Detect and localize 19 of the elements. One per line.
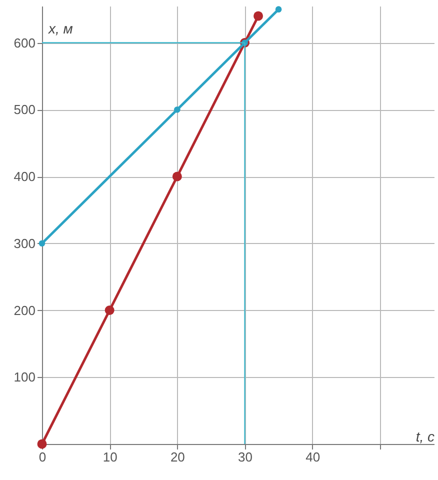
y-tick-label: 300 [14,236,36,251]
y-tick-label: 600 [14,35,36,50]
point [38,240,46,247]
x-tick-label: 30 [238,450,252,464]
point [254,11,264,21]
point [275,6,282,12]
y-tick-label: 100 [14,370,36,385]
y-tick-label: 400 [14,169,36,184]
y-tick-label: 500 [14,102,36,118]
x-tick-label: 0 [38,450,46,464]
x-tick-label: 10 [102,450,118,464]
x-axis-title: t, с [416,428,434,444]
point [104,306,114,315]
x-tick-label: 20 [170,450,185,464]
x-tick-label: 40 [306,450,320,464]
point [172,172,182,182]
y-tick-label: 200 [14,302,36,318]
y-axis-title: x, м [48,20,74,36]
point [174,106,180,113]
